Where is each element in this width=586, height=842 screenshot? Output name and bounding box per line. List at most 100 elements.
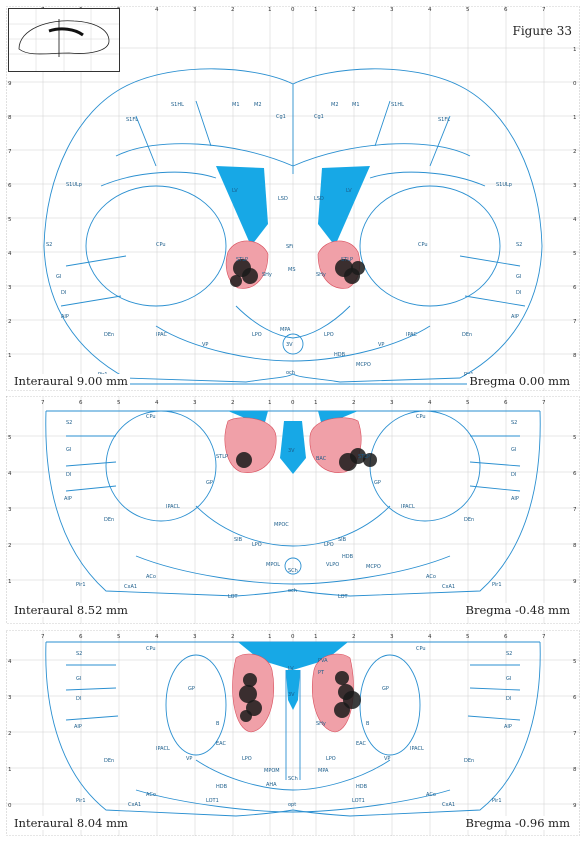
- svg-text:B: B: [366, 721, 370, 727]
- svg-text:AIP: AIP: [511, 314, 519, 320]
- figure-title: Figure 33: [513, 24, 573, 38]
- svg-text:3: 3: [390, 400, 394, 406]
- svg-text:VLPO: VLPO: [326, 562, 339, 568]
- svg-text:SCh: SCh: [288, 776, 298, 782]
- svg-text:VP: VP: [378, 342, 384, 348]
- svg-text:CPu: CPu: [416, 414, 426, 420]
- svg-text:4: 4: [573, 217, 577, 223]
- svg-text:MCPO: MCPO: [366, 564, 381, 570]
- svg-text:3: 3: [193, 400, 197, 406]
- svg-text:5: 5: [573, 659, 577, 665]
- atlas-panel-1: M1 M2 Cg1 M2 M1 Cg1 S1HL S1HL S1FL S1FL S1ULp S…: [6, 6, 580, 391]
- svg-text:DI: DI: [511, 472, 516, 478]
- svg-text:7: 7: [41, 634, 45, 640]
- svg-text:GP: GP: [206, 480, 213, 486]
- svg-text:4: 4: [428, 400, 432, 406]
- svg-text:6: 6: [8, 183, 12, 189]
- svg-text:3: 3: [193, 634, 197, 640]
- svg-text:1: 1: [314, 7, 318, 13]
- svg-text:CPu: CPu: [418, 242, 428, 248]
- svg-text:2: 2: [352, 7, 356, 13]
- svg-text:GI: GI: [56, 274, 61, 280]
- section-drawing-3: S2 S2 CPu CPu GI GI DI DI AIP AIP GP GP BB EAC…: [6, 630, 580, 836]
- svg-text:5: 5: [466, 400, 470, 406]
- svg-text:7: 7: [573, 507, 577, 513]
- svg-text:5: 5: [8, 217, 12, 223]
- svg-text:SFi: SFi: [286, 244, 293, 250]
- svg-text:DI: DI: [76, 696, 81, 702]
- bregma-label-1: Bregma 0.00 mm: [467, 374, 572, 388]
- svg-text:CxA1: CxA1: [124, 584, 137, 590]
- svg-text:S1ULp: S1ULp: [496, 182, 512, 188]
- svg-text:2: 2: [8, 731, 12, 737]
- svg-text:4: 4: [428, 634, 432, 640]
- svg-text:0: 0: [291, 7, 295, 13]
- svg-text:PVA: PVA: [318, 658, 328, 664]
- svg-text:7: 7: [542, 634, 546, 640]
- interaural-label-2: Interaural 8.52 mm: [12, 603, 130, 617]
- svg-text:DEn: DEn: [464, 517, 474, 523]
- svg-text:Pir1: Pir1: [76, 582, 86, 588]
- svg-text:DEn: DEn: [462, 332, 472, 338]
- svg-text:M2: M2: [254, 102, 262, 108]
- svg-text:4: 4: [428, 7, 432, 13]
- svg-text:4: 4: [155, 400, 159, 406]
- svg-text:S2: S2: [76, 651, 82, 657]
- svg-text:7: 7: [8, 149, 12, 155]
- svg-text:ACo: ACo: [146, 574, 156, 580]
- svg-text:6: 6: [573, 285, 577, 291]
- svg-text:8: 8: [573, 543, 577, 549]
- svg-text:CxA1: CxA1: [442, 802, 455, 808]
- svg-text:MPA: MPA: [318, 768, 329, 774]
- svg-text:2: 2: [573, 149, 577, 155]
- atlas-panel-3: S2 S2 CPu CPu GI GI DI DI AIP AIP GP GP B B EAC…: [6, 630, 580, 836]
- inset-brain-drawing: [9, 9, 119, 71]
- svg-text:LSD: LSD: [278, 196, 288, 202]
- svg-text:VP: VP: [384, 756, 390, 762]
- svg-text:3V: 3V: [288, 692, 295, 698]
- svg-text:PT: PT: [318, 670, 325, 676]
- svg-text:AIP: AIP: [504, 724, 512, 730]
- svg-text:6: 6: [504, 400, 508, 406]
- svg-text:5: 5: [117, 400, 121, 406]
- svg-text:opt: opt: [288, 802, 296, 808]
- svg-text:B: B: [216, 721, 220, 727]
- sagittal-inset: [8, 8, 120, 72]
- svg-text:5: 5: [466, 634, 470, 640]
- svg-text:2: 2: [231, 7, 235, 13]
- svg-text:HDB: HDB: [356, 784, 368, 790]
- svg-text:MCPO: MCPO: [356, 362, 371, 368]
- svg-text:7: 7: [542, 7, 546, 13]
- svg-text:SIB: SIB: [338, 537, 347, 543]
- svg-text:1: 1: [314, 400, 318, 406]
- svg-text:DI: DI: [506, 696, 511, 702]
- svg-text:S1HL: S1HL: [391, 102, 404, 108]
- svg-text:GI: GI: [76, 676, 81, 682]
- svg-text:7: 7: [573, 319, 577, 325]
- svg-text:2: 2: [8, 319, 12, 325]
- svg-text:DEn: DEn: [464, 758, 474, 764]
- svg-text:AIP: AIP: [64, 496, 72, 502]
- svg-text:S1HL: S1HL: [171, 102, 184, 108]
- svg-text:9: 9: [573, 803, 577, 809]
- svg-text:IPACL: IPACL: [410, 746, 424, 752]
- svg-text:7: 7: [573, 731, 577, 737]
- svg-text:LOT1: LOT1: [206, 798, 219, 804]
- svg-text:SHy: SHy: [262, 272, 272, 278]
- svg-text:S1FL: S1FL: [438, 117, 450, 123]
- svg-text:och: och: [286, 370, 295, 376]
- svg-text:3V: 3V: [288, 448, 295, 454]
- svg-text:GI: GI: [511, 447, 516, 453]
- svg-text:7: 7: [542, 400, 546, 406]
- svg-text:DI: DI: [61, 290, 66, 296]
- svg-text:M2: M2: [331, 102, 339, 108]
- svg-text:AIP: AIP: [61, 314, 69, 320]
- svg-text:0: 0: [291, 400, 295, 406]
- svg-text:VP: VP: [186, 756, 192, 762]
- svg-text:STLP: STLP: [236, 257, 248, 263]
- svg-text:LPO: LPO: [252, 542, 262, 548]
- interaural-label-1: Interaural 9.00 mm: [12, 374, 130, 388]
- svg-text:DI: DI: [66, 472, 71, 478]
- svg-text:8: 8: [573, 767, 577, 773]
- svg-text:BAC: BAC: [316, 456, 327, 462]
